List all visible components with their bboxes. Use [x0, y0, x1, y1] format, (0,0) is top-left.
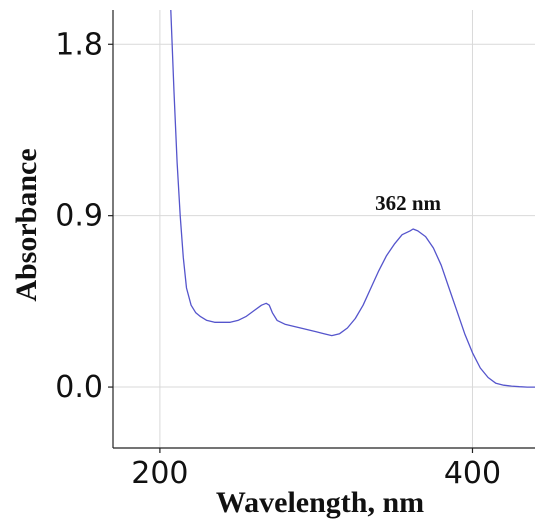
series: [170, 9, 535, 388]
absorbance-series-line-0: [170, 9, 535, 388]
x-tick-label: 200: [131, 456, 188, 491]
axes: 200 400 0.0 0.9 1.8: [55, 10, 535, 491]
y-tick-label: 0.9: [55, 199, 103, 234]
x-tick-label: 400: [444, 456, 501, 491]
y-tick-label: 1.8: [55, 27, 103, 62]
labels: 362 nm: [375, 191, 441, 215]
peak-annotation: 362 nm: [375, 191, 441, 215]
grid: [113, 10, 535, 448]
y-axis-title: Absorbance: [10, 148, 43, 301]
y-tick-label: 0.0: [55, 370, 103, 405]
x-axis-title: Wavelength, nm: [216, 486, 424, 519]
